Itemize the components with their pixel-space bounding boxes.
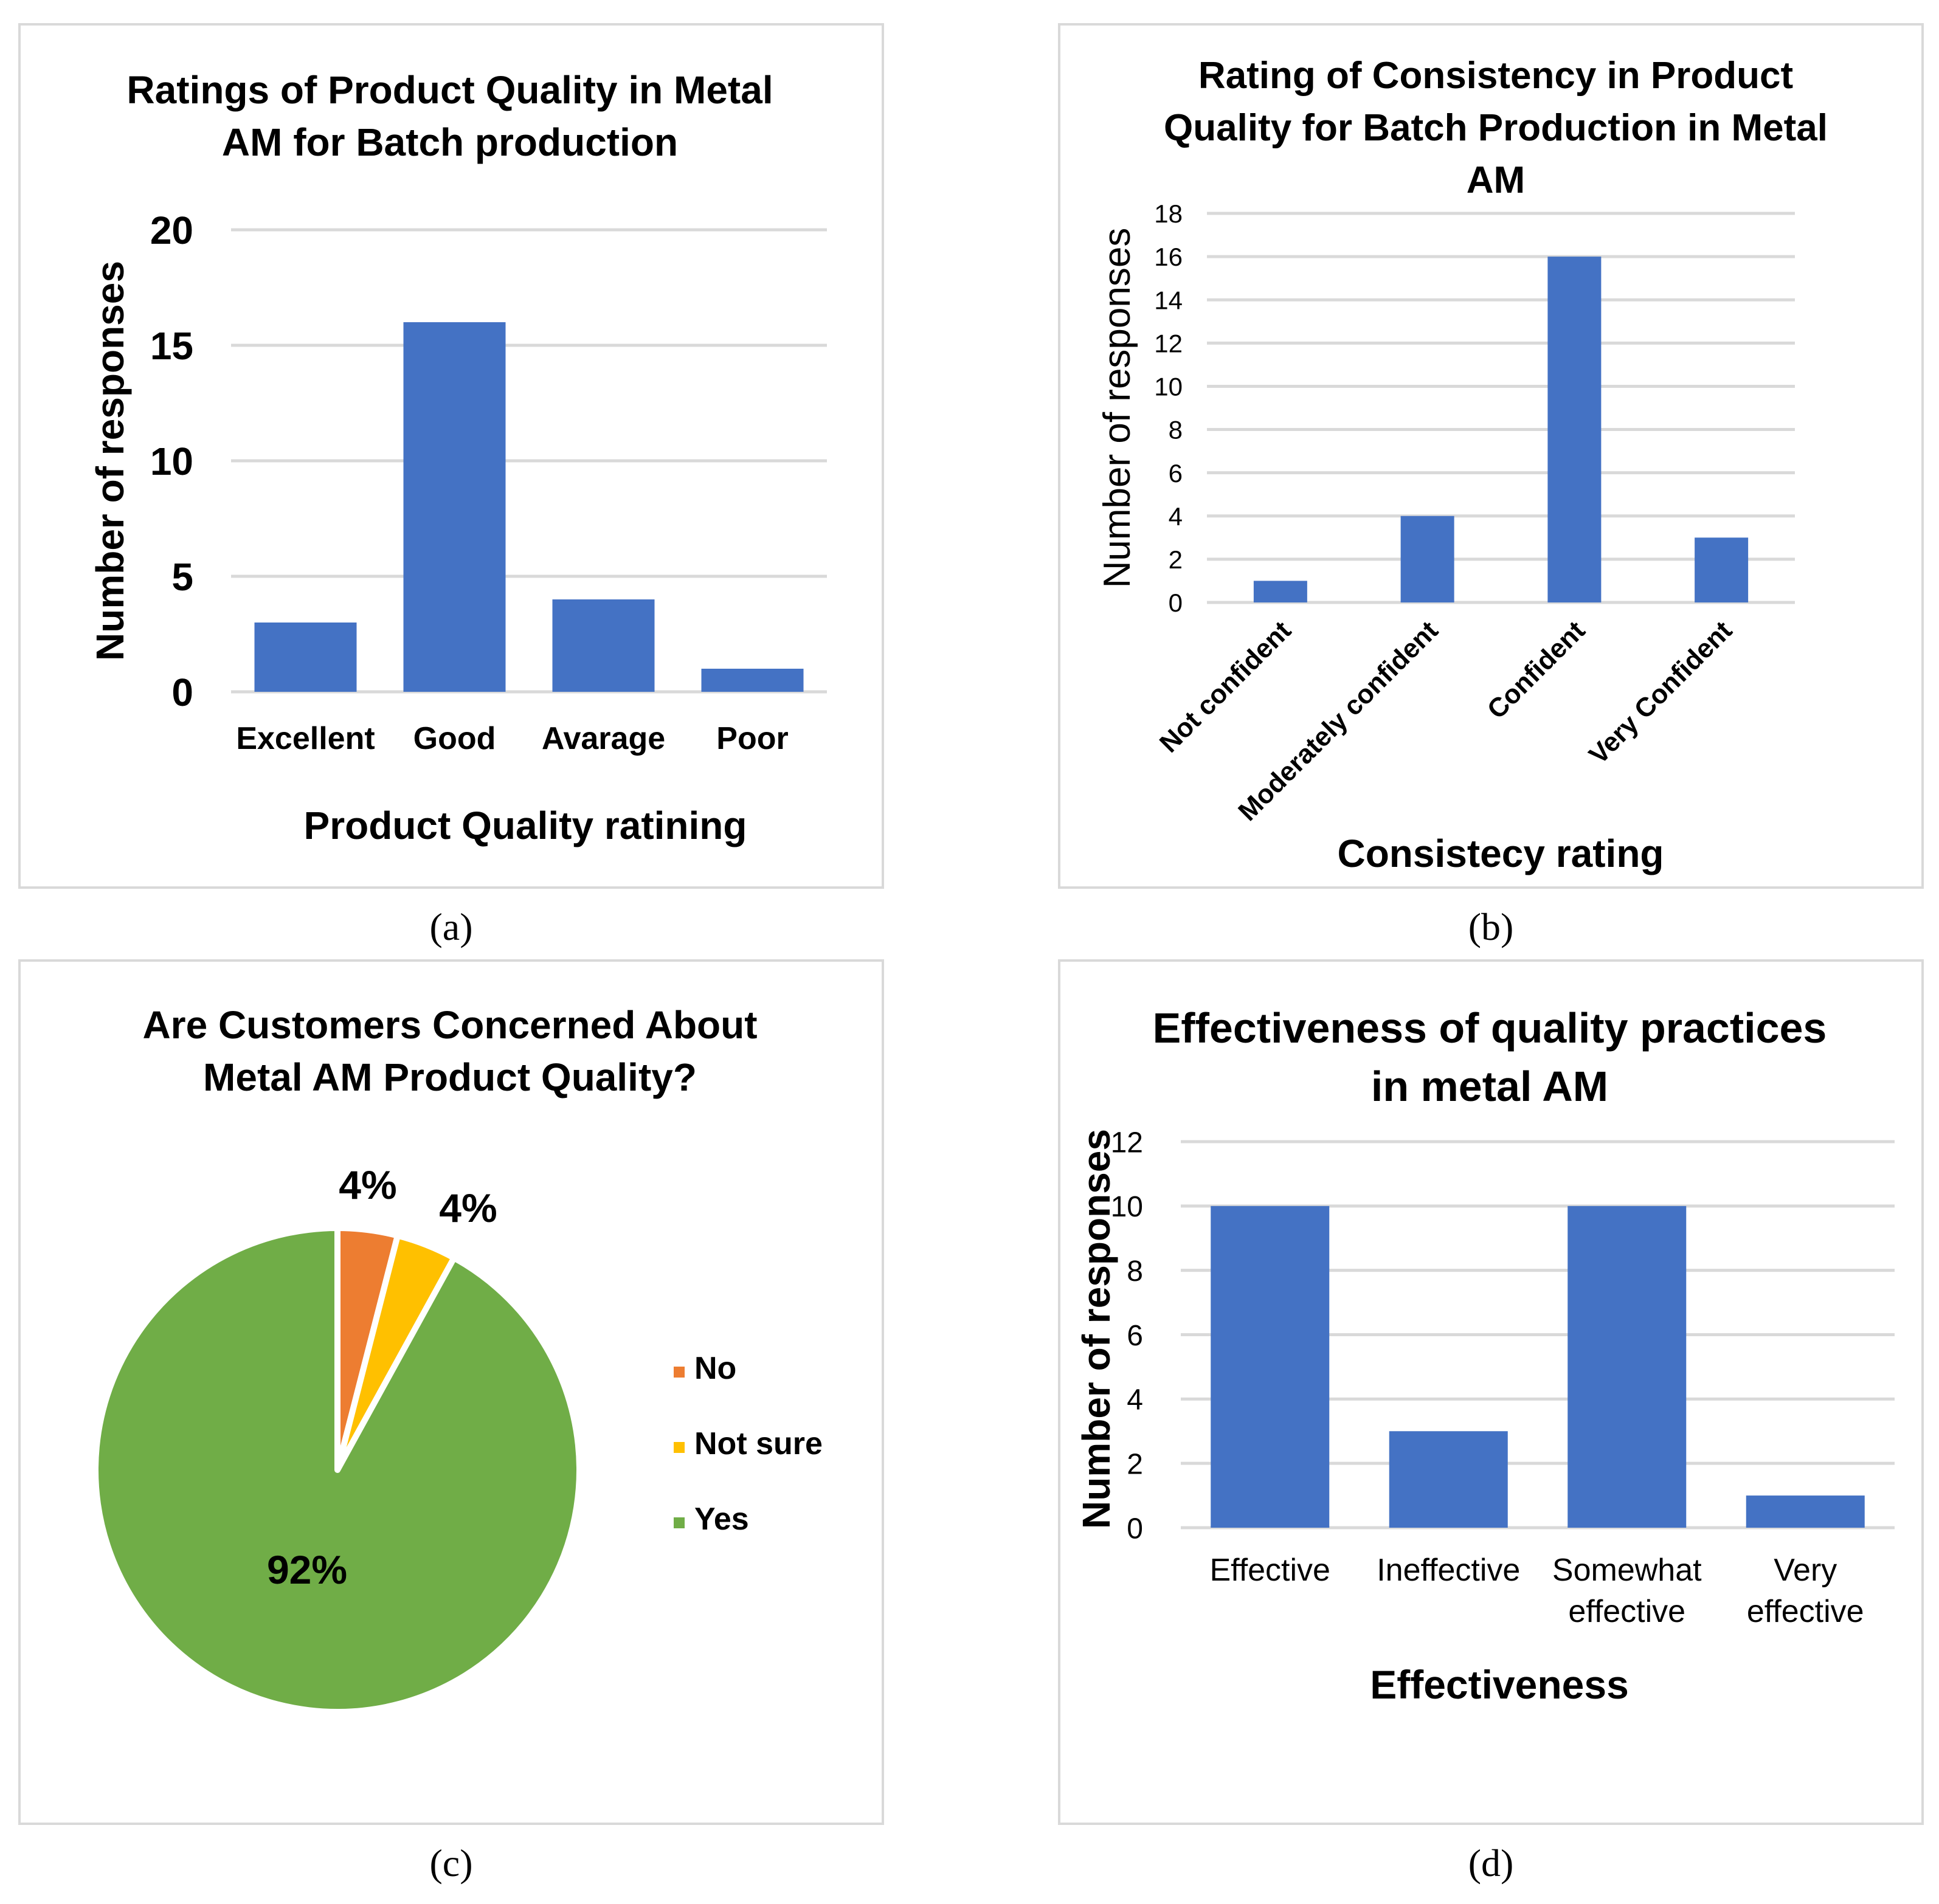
- chart-0-y-axis-label: Number of responses: [88, 261, 132, 661]
- chart-0-y-tick-label: 5: [171, 555, 193, 599]
- chart-1-y-tick-label: 16: [1154, 243, 1183, 271]
- chart-0-x-tick-label: Excellent: [236, 721, 375, 756]
- chart-3-y-tick-label: 10: [1111, 1191, 1143, 1223]
- chart-3-x-tick-label: Somewhat: [1552, 1553, 1702, 1588]
- chart-3-y-tick-label: 0: [1127, 1513, 1143, 1545]
- chart-2-legend-label: No: [694, 1351, 736, 1386]
- chart-1-y-tick-label: 18: [1154, 199, 1183, 228]
- chart-0-bar: [254, 623, 357, 692]
- chart-2-legend-swatch: [674, 1442, 685, 1453]
- chart-2-pie-slice: [92, 1225, 582, 1715]
- chart-0-bar: [552, 599, 655, 692]
- chart-1-y-tick-label: 8: [1169, 416, 1183, 444]
- chart-2-legend-swatch: [674, 1367, 685, 1378]
- chart-3-bar: [1567, 1206, 1687, 1528]
- chart-3-bar: [1746, 1495, 1865, 1528]
- chart-0-bar: [403, 322, 506, 692]
- chart-1-x-tick-label: Not confident: [1154, 615, 1297, 758]
- chart-1-y-tick-label: 4: [1169, 502, 1183, 531]
- chart-1-y-axis-label: Number of responses: [1096, 228, 1138, 588]
- chart-1-bar: [1400, 516, 1454, 602]
- chart-1-y-tick-label: 12: [1154, 329, 1183, 357]
- chart-1-y-tick-label: 14: [1154, 286, 1183, 314]
- chart-2-title-line: Metal AM Product Quality?: [203, 1055, 697, 1099]
- chart-1-bar: [1695, 537, 1749, 602]
- panel-b: [1058, 23, 1924, 889]
- chart-3-bar: [1211, 1206, 1330, 1528]
- chart-2-data-label: 4%: [339, 1162, 396, 1207]
- chart-3-x-axis-label: Effectiveness: [1370, 1662, 1629, 1707]
- chart-3-y-axis-label: Number of responses: [1074, 1129, 1118, 1529]
- chart-1-y-tick-label: 2: [1169, 545, 1183, 574]
- caption-a: (a): [429, 905, 473, 948]
- chart-0-x-tick-label: Poor: [716, 721, 788, 756]
- caption-b: (b): [1468, 905, 1514, 948]
- panel-d: [1058, 959, 1924, 1825]
- chart-3-y-tick-label: 8: [1127, 1255, 1143, 1288]
- chart-1-title-line: Quality for Batch Production in Metal: [1164, 107, 1828, 149]
- chart-1-y-tick-label: 10: [1154, 373, 1183, 401]
- chart-3-y-tick-label: 12: [1111, 1126, 1143, 1159]
- chart-0-x-tick-label: Good: [413, 721, 496, 756]
- chart-3-x-tick-label: effective: [1568, 1594, 1685, 1629]
- chart-3-x-tick-label: Very: [1774, 1553, 1837, 1588]
- caption-d: (d): [1468, 1841, 1514, 1885]
- chart-2-title-line: Are Customers Concerned About: [142, 1003, 757, 1047]
- chart-0-y-tick-label: 20: [150, 209, 193, 252]
- chart-1-bar: [1253, 581, 1307, 602]
- chart-2-data-label: 92%: [267, 1547, 347, 1592]
- chart-2-legend-swatch: [674, 1517, 685, 1528]
- chart-3-y-tick-label: 4: [1127, 1384, 1143, 1416]
- chart-3-title-line: in metal AM: [1371, 1063, 1608, 1110]
- chart-2-legend-label: Not sure: [694, 1426, 823, 1461]
- chart-1-y-tick-label: 0: [1169, 588, 1183, 617]
- chart-1-bar: [1547, 257, 1602, 603]
- chart-1-x-tick-label: Confident: [1482, 615, 1591, 725]
- chart-0-x-tick-label: Avarage: [542, 721, 665, 756]
- chart-3-bar: [1389, 1431, 1508, 1528]
- chart-0-title-line: Ratings of Product Quality in Metal: [126, 68, 773, 112]
- chart-3-y-tick-label: 6: [1127, 1320, 1143, 1352]
- chart-1-x-tick-label: Very Confident: [1583, 615, 1738, 770]
- chart-0-y-tick-label: 0: [171, 671, 193, 714]
- chart-0-title-line: AM for Batch production: [222, 120, 678, 164]
- chart-1-y-tick-label: 6: [1169, 459, 1183, 488]
- chart-3-x-tick-label: Effective: [1210, 1553, 1330, 1588]
- chart-3-title-line: Effectiveness of quality practices: [1153, 1004, 1827, 1052]
- chart-3-x-tick-label: Ineffective: [1377, 1553, 1520, 1588]
- chart-2-legend-label: Yes: [694, 1502, 749, 1537]
- chart-3-y-tick-label: 2: [1127, 1448, 1143, 1480]
- chart-2-data-label: 4%: [439, 1185, 497, 1230]
- chart-0-bar: [701, 669, 804, 692]
- chart-0-y-tick-label: 10: [150, 440, 193, 483]
- chart-3-x-tick-label: effective: [1747, 1594, 1864, 1629]
- chart-1-x-axis-label: Consistecy rating: [1337, 832, 1664, 875]
- chart-0-x-axis-label: Product Quality ratining: [304, 804, 747, 847]
- chart-0-y-tick-label: 15: [150, 324, 193, 368]
- caption-c: (c): [429, 1841, 473, 1885]
- chart-1-title-line: Rating of Consistency in Product: [1198, 55, 1793, 97]
- chart-1-title-line: AM: [1467, 159, 1525, 201]
